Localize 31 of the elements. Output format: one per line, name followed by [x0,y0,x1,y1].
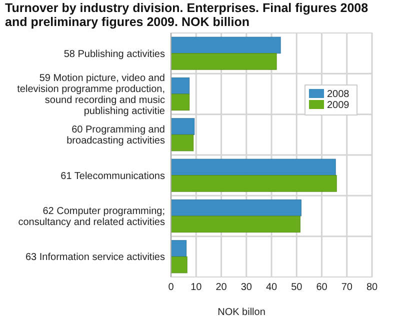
x-tick-label: 80 [366,282,378,293]
x-tick-label: 0 [168,282,174,293]
y-tick-label: 61 Telecommunications [60,170,165,182]
x-tick-label: 60 [316,282,328,293]
bar [170,118,195,135]
legend-label: 2008 [327,89,350,100]
bar [170,134,194,152]
bar [170,256,188,274]
bar [170,175,337,192]
y-tick-label: 63 Information service activities [25,252,165,264]
bar [170,158,336,176]
x-tick-label: 30 [240,282,252,293]
bar [170,77,190,94]
y-tick-label: 59 Motion picture, video and television programme production, sound recording and music publishing activitie [17,73,166,117]
bar [170,53,277,70]
bar [170,240,187,257]
chart-title: Turnover by industry division. Enterprises. Final figures 2008 and preliminary figures 2009. NOK billion [5,1,368,29]
y-tick-label: 58 Publishing activities [64,48,165,60]
x-tick-label: 20 [216,282,228,293]
x-tick-label: 50 [291,282,303,293]
y-tick-label: 60 Programming and broadcasting activities [66,124,165,147]
legend-label: 2009 [327,100,350,111]
bar [170,36,281,54]
x-tick-label: 70 [341,282,353,293]
x-tick-label: 40 [266,282,278,293]
y-tick-label: 62 Computer programming; consultancy and related activities [18,206,165,228]
bar [170,199,302,216]
x-tick-label: 10 [190,282,202,293]
bar [170,216,300,233]
x-axis-title: NOK billon [218,307,266,318]
bar [170,94,190,111]
